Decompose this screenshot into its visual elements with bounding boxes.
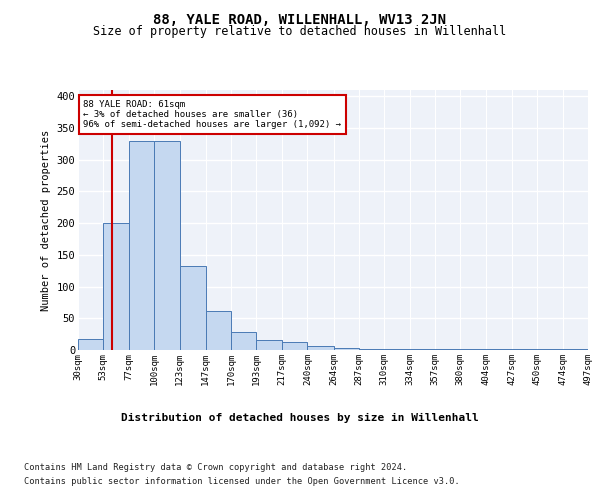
Text: Contains public sector information licensed under the Open Government Licence v3: Contains public sector information licen… xyxy=(24,478,460,486)
Text: Distribution of detached houses by size in Willenhall: Distribution of detached houses by size … xyxy=(121,412,479,422)
Bar xyxy=(359,348,384,350)
Bar xyxy=(256,340,282,350)
Bar xyxy=(307,346,334,350)
Text: 88 YALE ROAD: 61sqm
← 3% of detached houses are smaller (36)
96% of semi-detache: 88 YALE ROAD: 61sqm ← 3% of detached hou… xyxy=(83,100,341,130)
Text: Contains HM Land Registry data © Crown copyright and database right 2024.: Contains HM Land Registry data © Crown c… xyxy=(24,462,407,471)
Bar xyxy=(334,348,359,350)
Bar xyxy=(231,332,256,350)
Bar xyxy=(206,310,231,350)
Bar xyxy=(78,338,103,350)
Y-axis label: Number of detached properties: Number of detached properties xyxy=(41,130,51,310)
Bar xyxy=(282,342,307,350)
Bar xyxy=(154,140,179,350)
Text: Size of property relative to detached houses in Willenhall: Size of property relative to detached ho… xyxy=(94,25,506,38)
Text: 88, YALE ROAD, WILLENHALL, WV13 2JN: 88, YALE ROAD, WILLENHALL, WV13 2JN xyxy=(154,12,446,26)
Bar xyxy=(103,223,130,350)
Bar xyxy=(130,140,154,350)
Bar xyxy=(179,266,206,350)
